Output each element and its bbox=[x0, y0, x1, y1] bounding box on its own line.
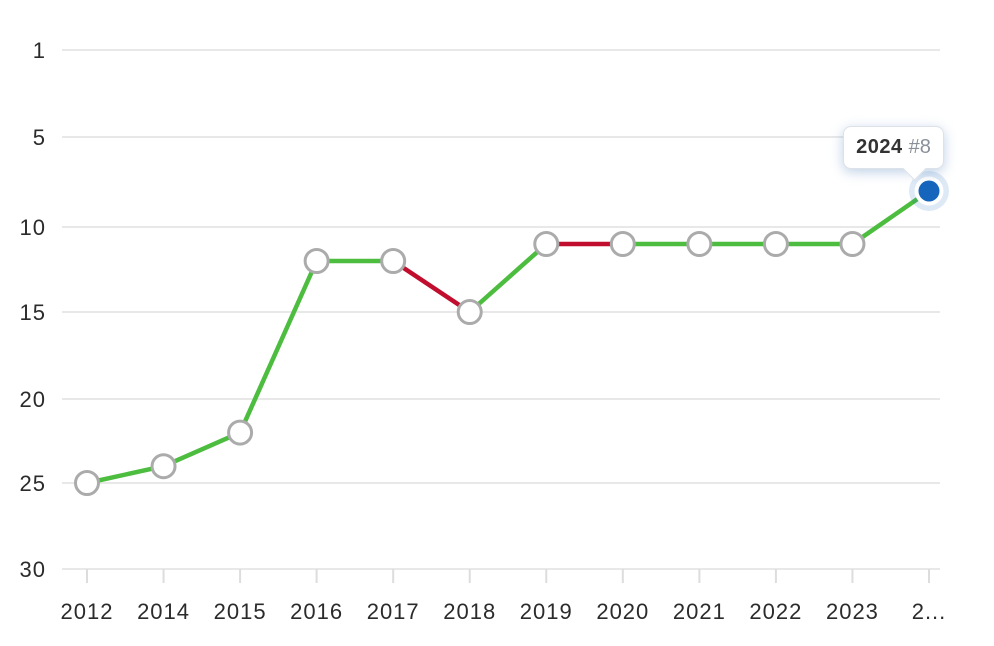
x-axis-label: 2023 bbox=[826, 599, 879, 624]
y-axis-label: 15 bbox=[20, 300, 46, 325]
data-point-2024[interactable] bbox=[918, 180, 940, 202]
trend-segment-2014-2015 bbox=[161, 430, 243, 469]
x-axis-label: 2017 bbox=[367, 599, 420, 624]
tooltip-year: 2024 bbox=[856, 136, 903, 158]
x-axis-label: 2015 bbox=[214, 599, 267, 624]
x-axis-label: 2022 bbox=[749, 599, 802, 624]
data-point-2023[interactable] bbox=[839, 231, 866, 257]
trend-segment-2017-2018 bbox=[390, 258, 472, 315]
data-point-2017[interactable] bbox=[380, 248, 407, 274]
x-axis-label: 2... bbox=[912, 599, 947, 624]
trend-segment-2012-2014 bbox=[84, 463, 166, 486]
trend-segment-2018-2019 bbox=[467, 241, 549, 315]
data-point-2014[interactable] bbox=[150, 453, 177, 480]
data-point-2020[interactable] bbox=[609, 231, 636, 257]
x-axis-label: 2014 bbox=[137, 599, 190, 624]
y-axis-label: 30 bbox=[20, 557, 46, 582]
data-point-2022[interactable] bbox=[762, 231, 789, 257]
x-axis-label: 2016 bbox=[290, 599, 343, 624]
x-axis-label: 2018 bbox=[443, 599, 496, 624]
trend-segment-2015-2016 bbox=[237, 258, 319, 435]
x-axis-label: 2020 bbox=[596, 599, 649, 624]
trend-segment-2023-2024 bbox=[850, 188, 932, 247]
data-point-2016[interactable] bbox=[303, 248, 330, 274]
y-axis-label: 1 bbox=[33, 38, 46, 63]
x-axis-label: 2021 bbox=[673, 599, 726, 624]
y-axis-label: 20 bbox=[20, 387, 46, 412]
y-axis-label: 25 bbox=[20, 471, 46, 496]
data-point-2012[interactable] bbox=[74, 470, 100, 496]
y-axis-label: 5 bbox=[33, 125, 46, 150]
x-axis-label: 2019 bbox=[520, 599, 573, 624]
tooltip-rank-value: #8 bbox=[908, 136, 931, 158]
data-point-2021[interactable] bbox=[686, 231, 713, 257]
y-axis-label: 10 bbox=[20, 215, 46, 240]
data-point-2018[interactable] bbox=[456, 299, 483, 325]
data-point-2015[interactable] bbox=[227, 419, 254, 446]
x-axis-label: 2012 bbox=[61, 599, 114, 624]
tooltip: 2024 #8 bbox=[843, 126, 944, 169]
data-point-2019[interactable] bbox=[533, 231, 560, 257]
